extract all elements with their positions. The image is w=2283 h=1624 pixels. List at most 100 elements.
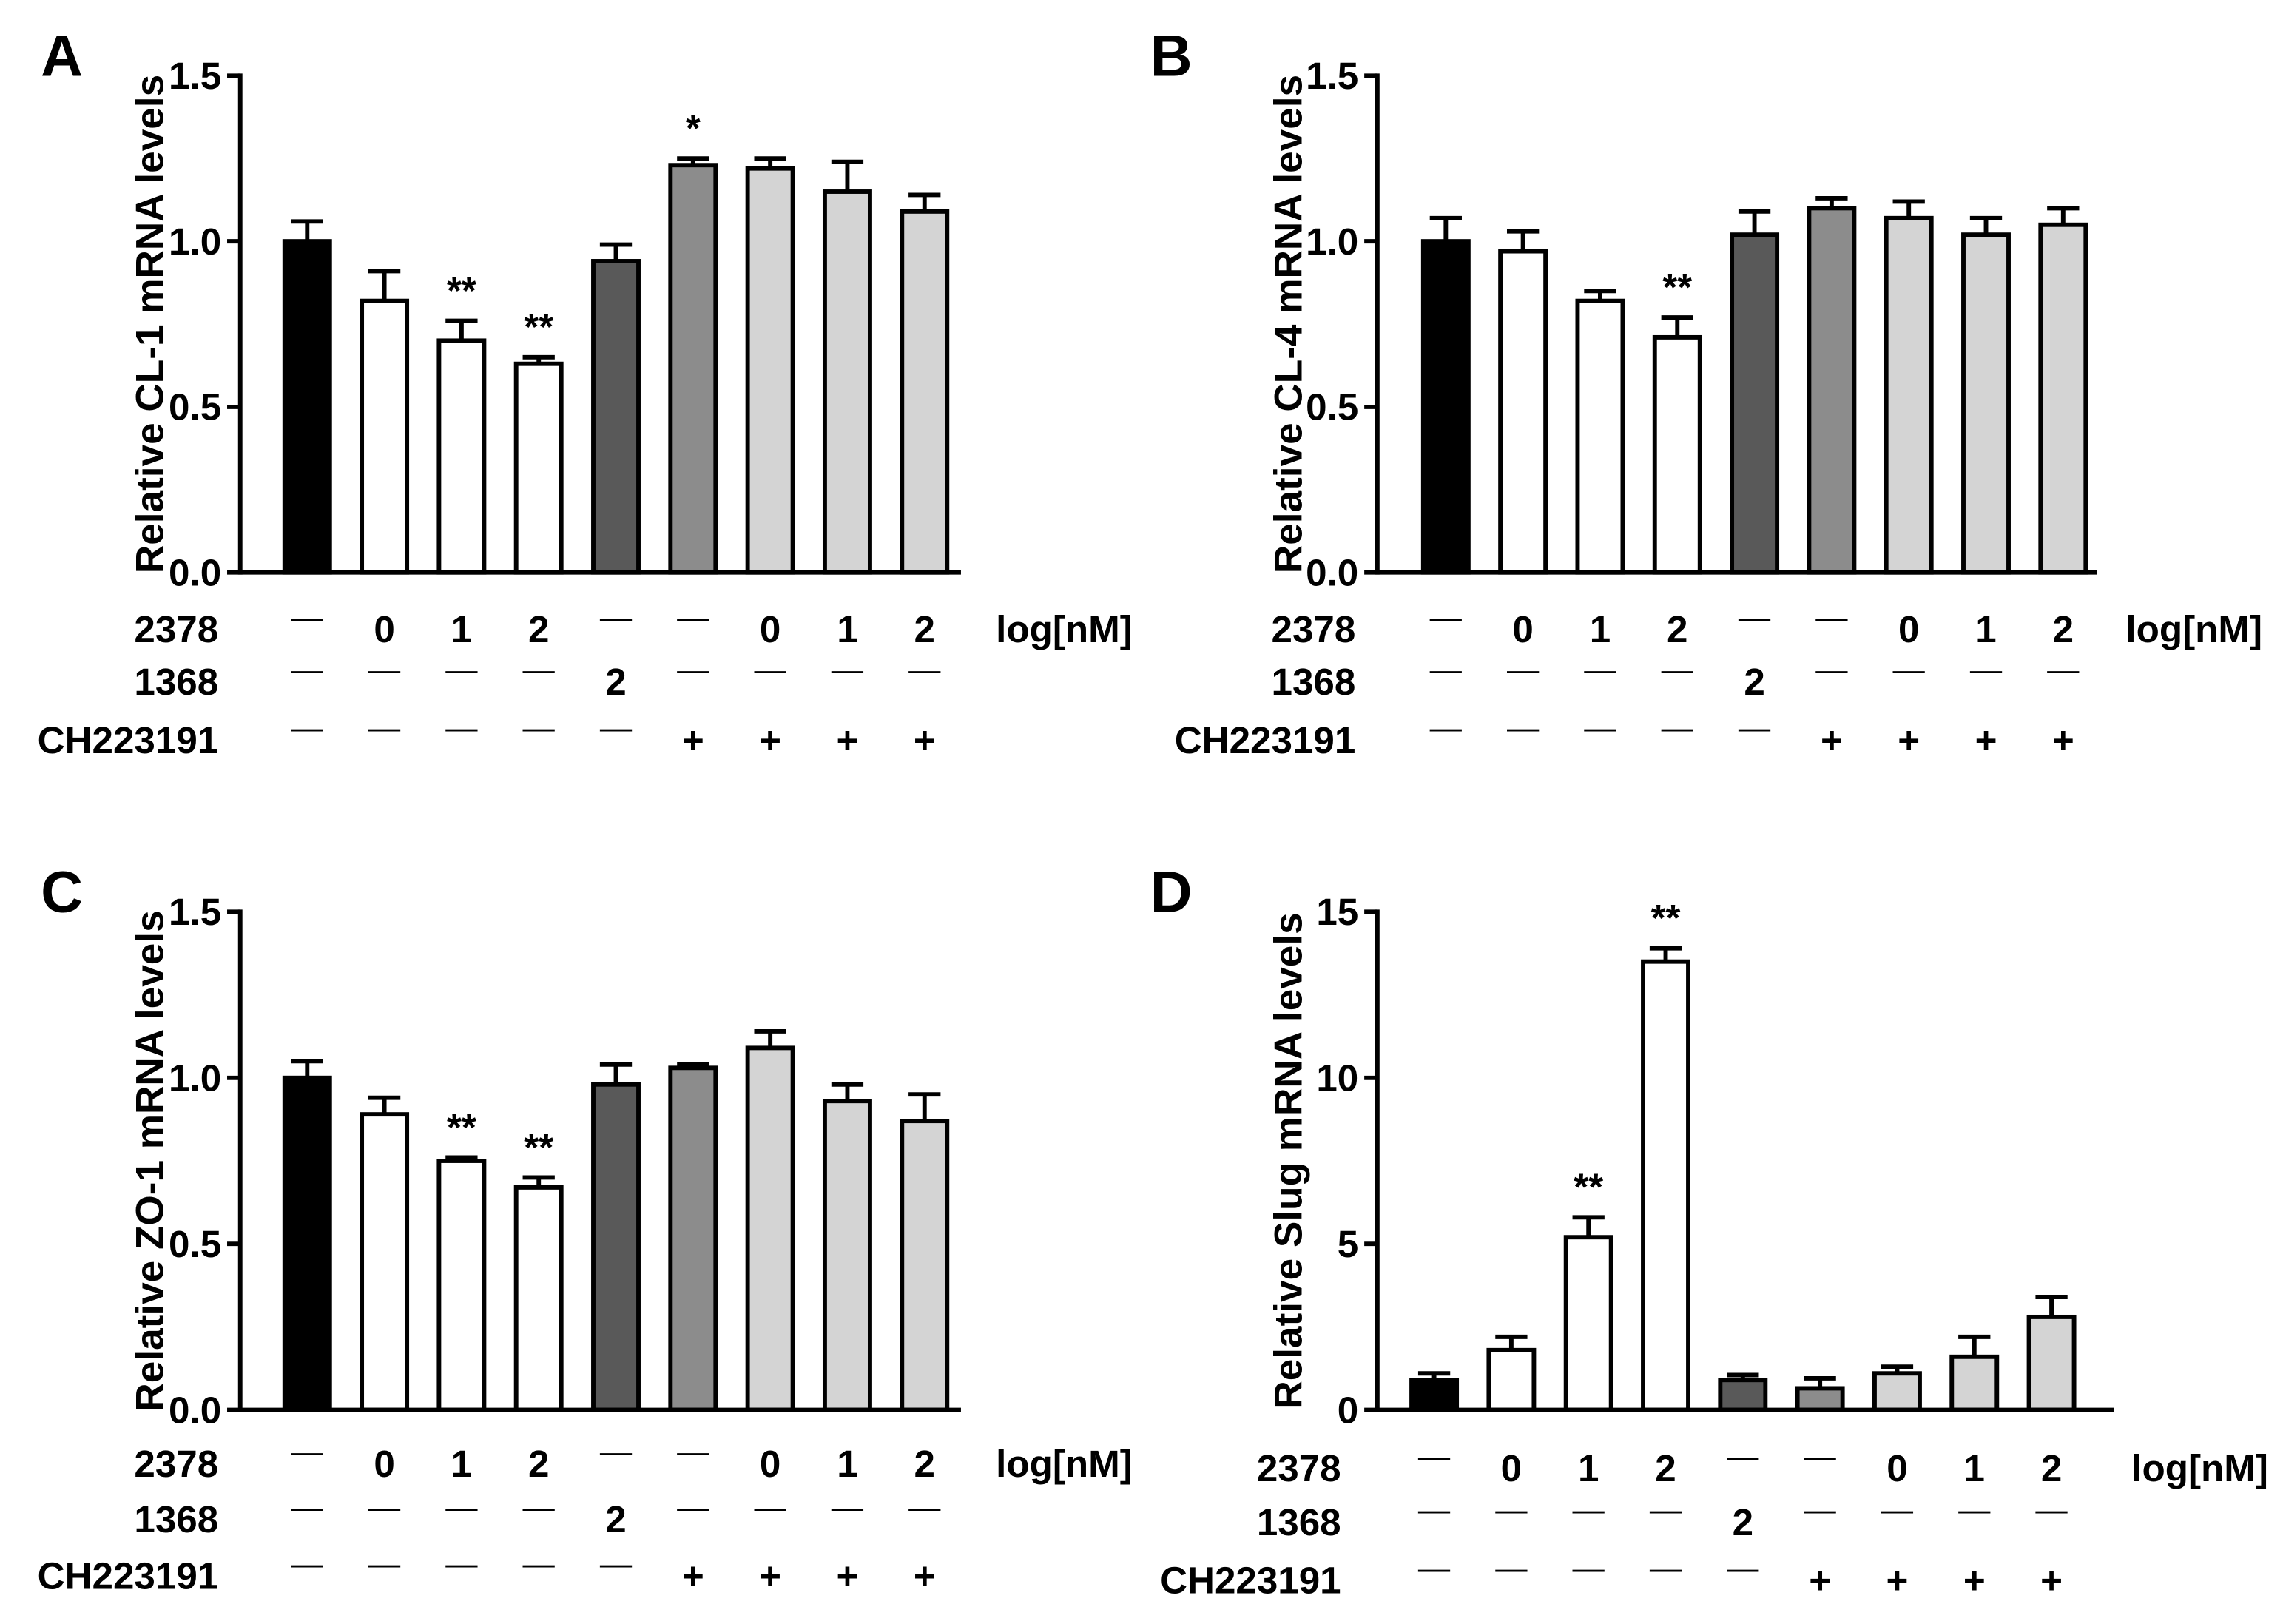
y-tick-label: 10 <box>1316 1057 1358 1099</box>
treatment-value: 0 <box>760 608 780 650</box>
treatment-value: — <box>1662 652 1694 687</box>
panel-label: B <box>1150 23 1193 88</box>
treatment-value: — <box>754 652 786 687</box>
y-tick-label: 0 <box>1338 1389 1358 1431</box>
treatment-value: — <box>1815 652 1848 687</box>
treatment-value: — <box>600 710 633 746</box>
bar <box>1795 1386 1845 1412</box>
treatment-value: 0 <box>1898 608 1919 650</box>
bar <box>282 1075 332 1412</box>
significance-marker: ** <box>447 269 476 311</box>
bar <box>1498 249 1548 575</box>
significance-marker: * <box>686 107 701 149</box>
bar <box>1730 232 1780 575</box>
bar <box>1718 1378 1768 1412</box>
bar <box>1961 232 2011 575</box>
treatment-value: 1 <box>837 608 857 650</box>
panel-label: D <box>1150 859 1193 924</box>
significance-marker: ** <box>1662 266 1692 308</box>
bar <box>1807 206 1857 575</box>
significance-marker: ** <box>524 306 553 348</box>
treatment-value: — <box>600 1434 633 1469</box>
treatment-value: — <box>832 1489 864 1525</box>
bar <box>745 166 795 575</box>
bar <box>668 1065 718 1412</box>
bar <box>436 338 487 575</box>
unit-label: log[nM] <box>996 1443 1133 1485</box>
bar <box>2026 1314 2077 1412</box>
treatment-value: 1 <box>1975 608 1996 650</box>
bar <box>1486 1347 1537 1412</box>
treatment-value: 0 <box>374 1443 394 1485</box>
treatment-value: — <box>1573 1492 1605 1528</box>
treatment-value: 2 <box>1655 1447 1676 1489</box>
treatment-row-label: 2378 <box>134 1443 218 1485</box>
treatment-value: — <box>1573 1551 1605 1586</box>
treatment-row-label: CH223191 <box>1160 1560 1341 1602</box>
y-axis-label: Relative ZO-1 mRNA levels <box>128 910 172 1411</box>
treatment-value: — <box>445 710 478 746</box>
treatment-value: — <box>1418 1438 1451 1474</box>
treatment-value: — <box>368 710 401 746</box>
treatment-value: — <box>291 599 324 635</box>
treatment-value: 1 <box>837 1443 857 1485</box>
treatment-row-label: CH223191 <box>38 1555 219 1597</box>
bar <box>591 259 641 575</box>
treatment-value: 2 <box>2053 608 2074 650</box>
bar <box>668 163 718 575</box>
bar <box>2038 222 2088 575</box>
treatment-value: 2 <box>1667 608 1687 650</box>
y-axis-label: Relative CL-4 mRNA levels <box>1267 75 1310 573</box>
treatment-value: + <box>1963 1560 1986 1602</box>
treatment-row-label: 1368 <box>1257 1501 1341 1543</box>
bar <box>513 1185 564 1412</box>
significance-marker: ** <box>524 1126 553 1168</box>
treatment-value: 2 <box>528 1443 549 1485</box>
y-axis-label: Relative CL-1 mRNA levels <box>128 75 172 573</box>
treatment-value: 2 <box>528 608 549 650</box>
treatment-value: — <box>1662 710 1694 746</box>
treatment-row-label: 1368 <box>1272 661 1356 703</box>
treatment-value: 1 <box>451 608 472 650</box>
treatment-row-label: 1368 <box>134 1498 218 1540</box>
treatment-value: — <box>908 652 941 687</box>
bar <box>1949 1354 2000 1412</box>
bar <box>1884 215 1934 575</box>
treatment-value: — <box>754 1489 786 1525</box>
treatment-value: 0 <box>760 1443 780 1485</box>
y-tick-label: 1.5 <box>169 891 221 933</box>
bar <box>591 1082 641 1412</box>
treatment-value: — <box>1970 652 2003 687</box>
treatment-value: — <box>600 599 633 635</box>
unit-label: log[nM] <box>2131 1447 2268 1489</box>
treatment-value: 0 <box>1501 1447 1522 1489</box>
treatment-value: + <box>1975 719 1997 761</box>
treatment-value: 2 <box>1733 1501 1753 1543</box>
treatment-value: — <box>677 1434 709 1469</box>
bar <box>900 1119 950 1412</box>
panel-b: B Relative CL-4 mRNA levels ** 0.0 0.5 1.0 1.5… <box>1150 23 2262 761</box>
treatment-value: — <box>523 1489 556 1525</box>
panel-label: C <box>41 859 83 924</box>
treatment-row-label: CH223191 <box>1175 719 1356 761</box>
bar <box>513 361 564 575</box>
bar <box>745 1045 795 1412</box>
treatment-value: 1 <box>451 1443 472 1485</box>
treatment-value: 2 <box>605 1498 626 1540</box>
treatment-value: 1 <box>1964 1447 1985 1489</box>
treatment-value: — <box>445 652 478 687</box>
treatment-value: — <box>1815 599 1848 635</box>
treatment-value: — <box>1584 652 1616 687</box>
treatment-row-label: 2378 <box>134 608 218 650</box>
treatment-value: + <box>1821 719 1843 761</box>
bar <box>1872 1371 1922 1412</box>
significance-marker: ** <box>1574 1166 1603 1208</box>
treatment-value: — <box>1804 1492 1836 1528</box>
y-tick-label: 1.5 <box>1306 55 1358 97</box>
treatment-value: + <box>837 719 859 761</box>
treatment-value: + <box>759 1555 781 1597</box>
treatment-value: — <box>445 1489 478 1525</box>
